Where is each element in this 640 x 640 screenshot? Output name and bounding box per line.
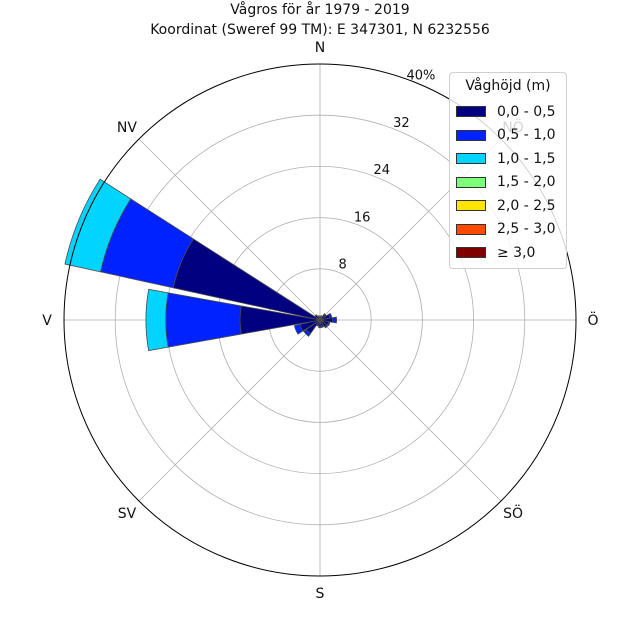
grid-ring bbox=[114, 114, 526, 526]
legend-swatch bbox=[456, 223, 486, 235]
grid-spoke bbox=[138, 138, 321, 321]
direction-label: V bbox=[42, 313, 52, 329]
direction-label: Ö bbox=[587, 311, 598, 329]
legend-label: 0,5 - 1,0 bbox=[497, 127, 556, 144]
legend-item: 1,0 - 1,5 bbox=[450, 147, 566, 171]
legend-swatch bbox=[456, 200, 486, 212]
legend-item: 0,5 - 1,0 bbox=[450, 124, 566, 148]
direction-label: S bbox=[316, 586, 325, 602]
wind-rose-bar bbox=[165, 292, 242, 348]
direction-label: SV bbox=[118, 506, 137, 522]
wind-rose-bar bbox=[318, 325, 322, 329]
radial-tick-label: 16 bbox=[354, 210, 371, 225]
legend-swatch bbox=[456, 106, 486, 118]
direction-label: N bbox=[315, 40, 325, 56]
legend-item: 1,5 - 2,0 bbox=[450, 171, 566, 195]
radial-tick-label: 32 bbox=[393, 116, 410, 131]
radial-tick-label: 8 bbox=[338, 258, 346, 273]
legend-label: 2,0 - 2,5 bbox=[497, 197, 556, 214]
wind-rose-bars bbox=[64, 178, 338, 352]
wind-rose-bar bbox=[317, 315, 320, 318]
wind-rose-bar bbox=[314, 314, 318, 318]
legend-swatch bbox=[456, 176, 486, 188]
legend-item: 2,0 - 2,5 bbox=[450, 194, 566, 218]
legend-item: ≥ 3,0 bbox=[450, 241, 566, 265]
radial-tick-label: 24 bbox=[374, 163, 391, 178]
legend-label: 1,5 - 2,0 bbox=[497, 174, 556, 191]
legend-label: 1,0 - 1,5 bbox=[497, 150, 556, 167]
legend-swatch bbox=[456, 129, 486, 141]
legend-label: 2,5 - 3,0 bbox=[497, 221, 556, 238]
legend: Våghöjd (m) 0,0 - 0,5 0,5 - 1,0 1,0 - 1,5 1… bbox=[449, 72, 567, 269]
legend-item: 2,5 - 3,0 bbox=[450, 218, 566, 242]
legend-title: Våghöjd (m) bbox=[465, 78, 551, 94]
grid-spoke bbox=[319, 319, 502, 502]
wind-rose-bar bbox=[293, 323, 304, 335]
direction-label: SÖ bbox=[503, 504, 523, 522]
wind-rose-bar bbox=[328, 312, 333, 319]
direction-label: NV bbox=[117, 120, 137, 136]
chart-subtitle: Koordinat (Sweref 99 TM): E 347301, N 62… bbox=[150, 22, 490, 38]
legend-swatch bbox=[456, 153, 486, 165]
wind-rose-bar bbox=[64, 178, 132, 273]
wind-rose-bar bbox=[145, 288, 169, 352]
chart-title: Vågros för år 1979 - 2019 bbox=[230, 2, 410, 18]
wind-rose-bar bbox=[324, 324, 329, 329]
outer-axis-circle bbox=[63, 63, 577, 577]
legend-item: 0,0 - 0,5 bbox=[450, 100, 566, 124]
wind-rose-bar bbox=[303, 328, 312, 337]
legend-items: 0,0 - 0,5 0,5 - 1,0 1,0 - 1,5 1,5 - 2,0 2,0 … bbox=[450, 100, 566, 265]
legend-label: 0,0 - 0,5 bbox=[497, 103, 556, 120]
wind-rose-bar bbox=[326, 321, 331, 327]
grid-spoke bbox=[138, 319, 321, 502]
radial-tick-label: 40% bbox=[407, 68, 436, 83]
legend-swatch bbox=[456, 247, 486, 259]
wind-rose-bar bbox=[332, 316, 338, 324]
chart-title-block: Vågros för år 1979 - 2019 Koordinat (Swe… bbox=[0, 0, 640, 40]
legend-label: ≥ 3,0 bbox=[497, 244, 536, 261]
